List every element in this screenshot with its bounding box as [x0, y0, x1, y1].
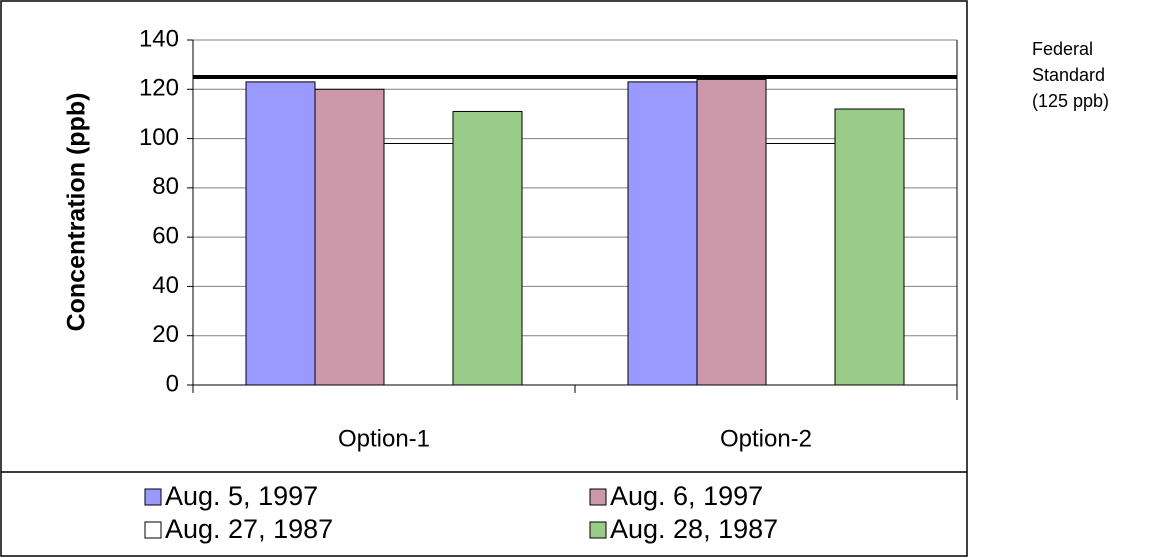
y-tick-label: 140	[139, 25, 179, 52]
legend-label: Aug. 5, 1997	[165, 481, 318, 511]
legend-label: Aug. 28, 1987	[610, 514, 778, 544]
bar	[452, 110, 523, 386]
y-tick-label: 20	[152, 321, 179, 348]
bar	[834, 108, 905, 386]
y-tick-label: 60	[152, 222, 179, 249]
legend-swatch	[144, 488, 162, 506]
legend-label: Aug. 6, 1997	[610, 481, 763, 511]
y-tick-label: 80	[152, 173, 179, 200]
annotation: Federal	[1032, 39, 1093, 59]
x-tick-label: Option-2	[720, 425, 812, 452]
bar	[696, 78, 767, 386]
y-tick-label: 40	[152, 272, 179, 299]
legend-swatch	[144, 521, 162, 539]
chart-frame	[0, 0, 968, 557]
bar	[627, 81, 698, 386]
y-axis-title: Concentration (ppb)	[63, 93, 91, 332]
legend-label: Aug. 27, 1987	[165, 514, 333, 544]
x-tick-label: Option-1	[338, 425, 430, 452]
annotation: (125 ppb)	[1032, 91, 1109, 111]
y-tick-label: 120	[139, 75, 179, 102]
y-tick-label: 0	[166, 370, 179, 397]
bar	[245, 81, 316, 386]
bar	[383, 143, 454, 386]
annotation: Standard	[1032, 65, 1105, 85]
bar	[314, 88, 385, 386]
legend-swatch	[589, 488, 607, 506]
bar	[765, 143, 836, 386]
legend-swatch	[589, 521, 607, 539]
y-tick-label: 100	[139, 124, 179, 151]
